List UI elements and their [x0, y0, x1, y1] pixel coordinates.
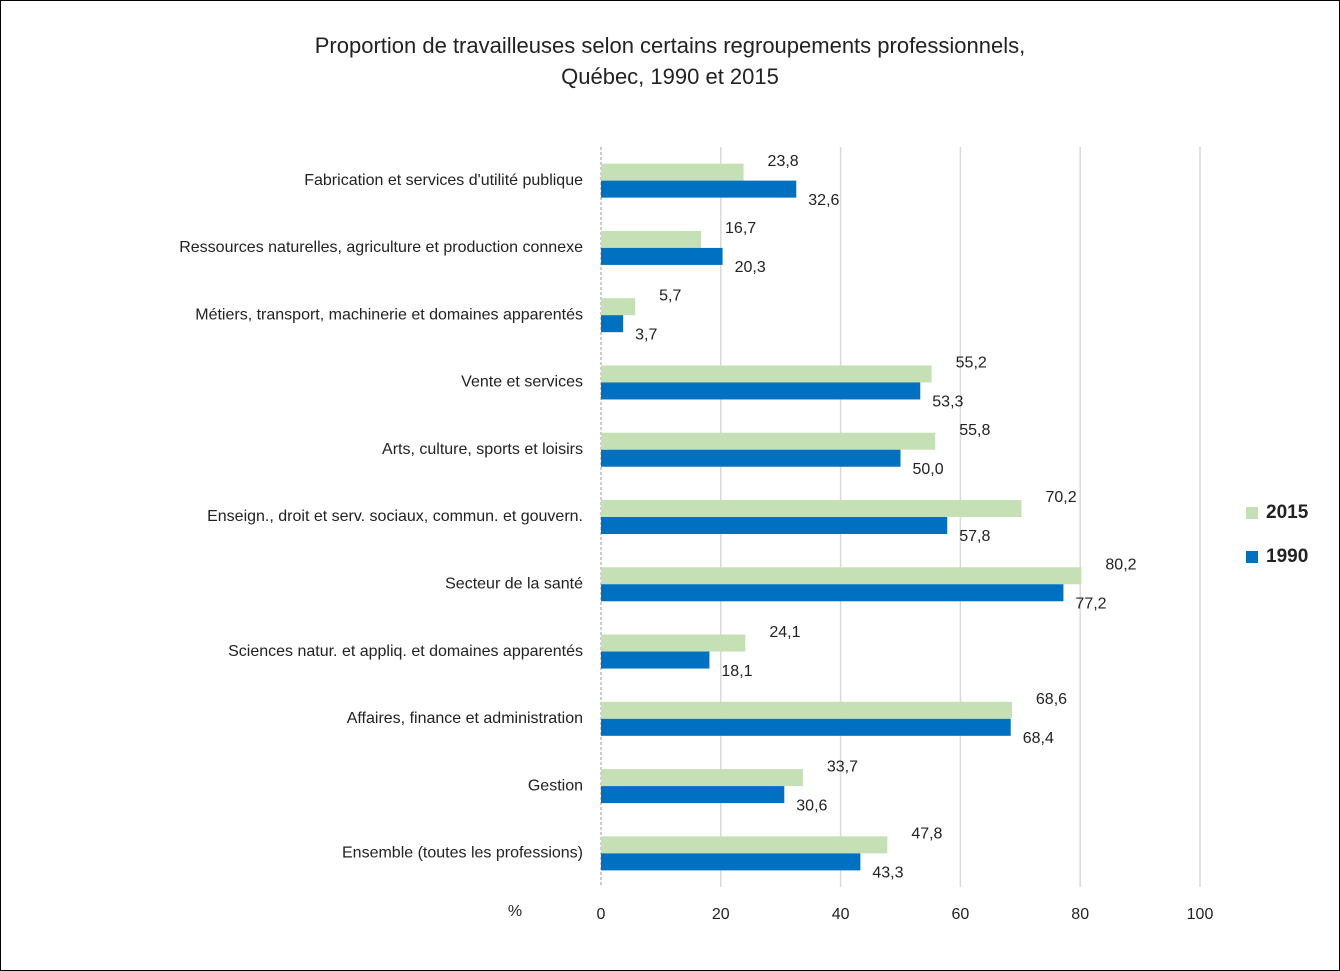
data-label: 32,6 [808, 192, 839, 209]
bar [601, 584, 1064, 602]
data-label: 16,7 [725, 220, 756, 237]
x-tick-label: 60 [952, 906, 970, 923]
bar [601, 365, 932, 383]
data-label: 23,8 [768, 153, 799, 170]
data-label: 68,6 [1036, 691, 1067, 708]
x-tick-label: 0 [597, 906, 606, 923]
bar [601, 701, 1012, 719]
bar [601, 500, 1022, 517]
bar [601, 315, 624, 333]
bar [601, 853, 861, 871]
bar [601, 634, 746, 652]
bar [601, 163, 744, 181]
y-tick-label: Gestion [528, 777, 583, 794]
x-tick-label: 20 [712, 906, 730, 923]
bar [601, 786, 785, 804]
bar [601, 651, 710, 669]
bar [601, 567, 1082, 585]
bar [601, 230, 702, 248]
data-label: 77,2 [1075, 595, 1106, 612]
bar [601, 517, 948, 534]
data-label: 20,3 [735, 259, 766, 276]
bar [601, 180, 797, 198]
bar [601, 449, 901, 467]
y-tick-label: Sciences natur. et appliq. et domaines a… [228, 643, 583, 660]
x-axis-label: % [508, 903, 522, 920]
y-tick-label: Ressources naturelles, agriculture et pr… [179, 239, 583, 256]
legend-label: 1990 [1266, 546, 1308, 567]
chart-title: Proportion de travailleuses selon certai… [315, 33, 1026, 58]
bar [601, 769, 803, 787]
y-tick-label: Enseign., droit et serv. sociaux, commun… [207, 508, 583, 525]
chart-subtitle: Québec, 1990 et 2015 [561, 64, 779, 89]
data-label: 55,2 [956, 355, 987, 372]
data-label: 50,0 [913, 461, 944, 478]
data-label: 24,1 [769, 624, 800, 641]
bar [601, 298, 636, 316]
data-label: 3,7 [635, 326, 657, 343]
legend-label: 2015 [1266, 502, 1309, 523]
bar [601, 718, 1011, 736]
bar [601, 247, 723, 265]
data-label: 68,4 [1023, 730, 1054, 747]
data-label: 47,8 [911, 826, 942, 843]
y-tick-label: Ensemble (toutes les professions) [342, 845, 583, 862]
data-label: 57,8 [959, 528, 990, 545]
bar [601, 836, 888, 854]
data-label: 53,3 [932, 394, 963, 411]
data-label: 80,2 [1105, 556, 1136, 573]
x-tick-label: 80 [1071, 906, 1089, 923]
x-tick-label: 40 [832, 906, 850, 923]
y-tick-label: Arts, culture, sports et loisirs [382, 441, 583, 458]
legend-swatch [1246, 551, 1258, 563]
x-tick-label: 100 [1187, 906, 1214, 923]
data-label: 5,7 [659, 287, 681, 304]
data-label: 70,2 [1045, 489, 1076, 506]
legend-swatch [1246, 507, 1258, 519]
y-tick-label: Secteur de la santé [445, 575, 583, 592]
bar [601, 432, 936, 450]
y-tick-label: Vente et services [461, 374, 583, 391]
y-tick-label: Métiers, transport, machinerie et domain… [195, 306, 583, 323]
y-tick-label: Fabrication et services d'utilité publiq… [304, 172, 583, 189]
data-label: 30,6 [796, 797, 827, 814]
bar [601, 382, 921, 400]
y-tick-label: Affaires, finance et administration [347, 710, 583, 727]
data-label: 55,8 [959, 422, 990, 439]
data-label: 33,7 [827, 758, 858, 775]
data-label: 43,3 [872, 865, 903, 882]
data-label: 18,1 [721, 663, 752, 680]
